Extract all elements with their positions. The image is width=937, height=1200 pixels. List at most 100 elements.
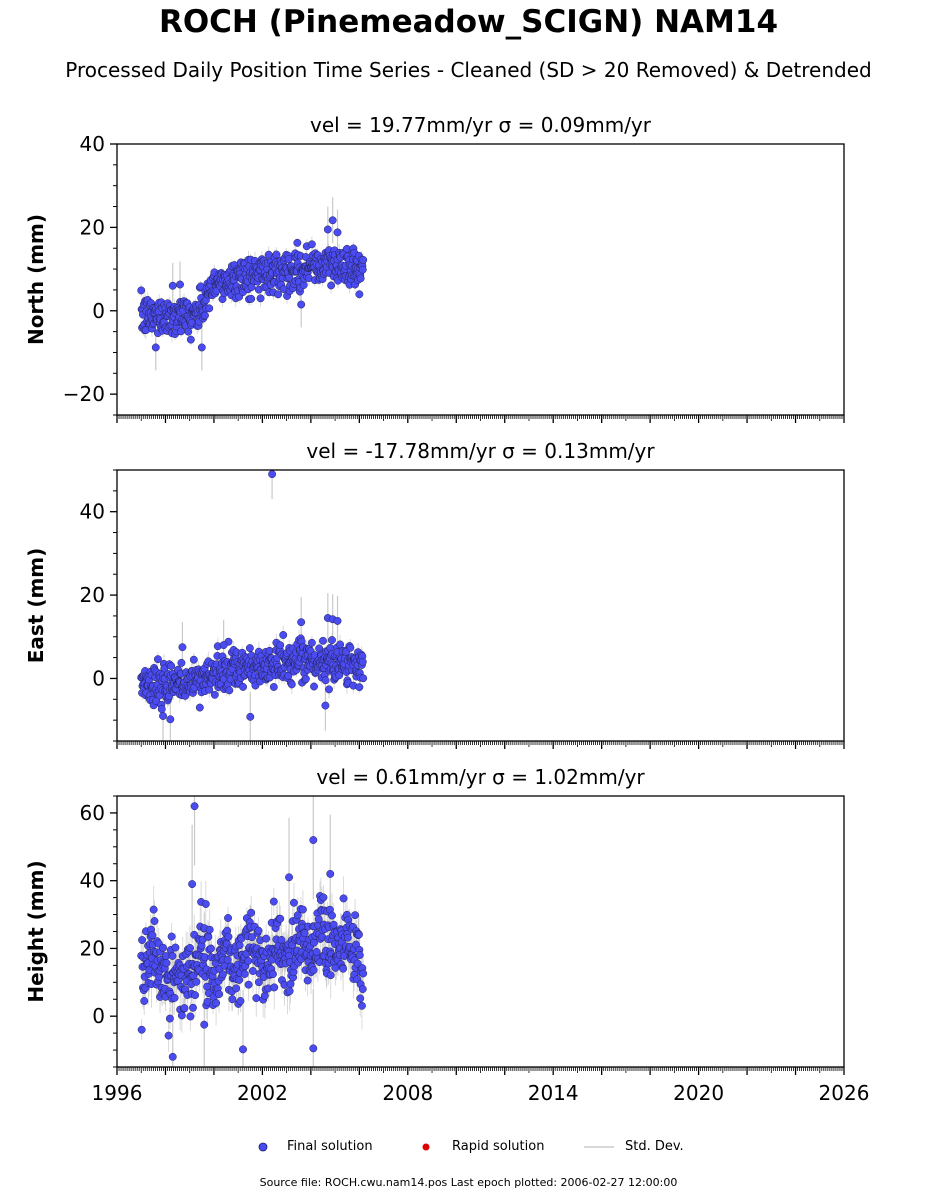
final-point — [354, 930, 363, 939]
y-axis-label: Height (mm) — [24, 860, 48, 1002]
final-point — [186, 944, 194, 952]
final-solution-points — [137, 470, 368, 724]
final-point — [314, 915, 323, 924]
panel-title: vel = 0.61mm/yr σ = 1.02mm/yr — [316, 765, 645, 789]
final-point — [212, 999, 221, 1007]
final-point — [285, 873, 294, 882]
final-point — [319, 893, 328, 902]
final-point — [245, 644, 254, 653]
final-point — [239, 682, 247, 691]
y-tick-label: 0 — [92, 1004, 105, 1028]
y-tick-label: 40 — [80, 132, 105, 156]
final-point — [150, 917, 159, 925]
panel-height: vel = 0.61mm/yr σ = 1.02mm/yr Height (mm)… — [24, 765, 869, 1105]
y-axis-label: East (mm) — [24, 548, 48, 664]
final-point — [232, 984, 241, 993]
y-tick-label: −20 — [63, 382, 105, 406]
final-point — [225, 686, 234, 695]
y-tick-label: 40 — [80, 869, 105, 893]
final-point — [165, 1014, 174, 1023]
final-point — [307, 240, 316, 249]
final-point — [323, 225, 332, 234]
data-layer — [137, 197, 368, 371]
final-point — [178, 643, 187, 652]
final-point — [276, 914, 285, 923]
final-point — [137, 1025, 146, 1034]
final-point — [309, 1044, 318, 1053]
final-point — [157, 705, 166, 714]
final-point — [333, 228, 342, 237]
final-point — [248, 933, 256, 942]
final-point — [287, 680, 296, 689]
final-point — [297, 300, 306, 309]
final-point — [204, 932, 213, 941]
final-point — [339, 964, 348, 973]
final-point — [170, 993, 179, 1002]
final-point — [321, 676, 330, 685]
final-point — [192, 977, 201, 986]
final-point — [236, 997, 245, 1005]
final-point — [254, 926, 263, 935]
final-point — [355, 683, 364, 692]
final-point — [358, 265, 367, 274]
rapid-marker-icon — [422, 1143, 430, 1151]
page-title: ROCH (Pinemeadow_SCIGN) NAM14 — [158, 4, 779, 40]
final-point — [189, 1003, 197, 1012]
final-point — [191, 991, 200, 1000]
final-point — [205, 925, 214, 934]
final-point — [309, 836, 318, 844]
final-point — [240, 970, 249, 978]
final-point — [355, 951, 364, 960]
final-point — [159, 943, 167, 952]
final-point — [184, 327, 193, 336]
final-point — [247, 294, 256, 303]
final-point — [151, 343, 160, 352]
final-point — [358, 985, 367, 994]
final-point — [310, 938, 318, 947]
final-point — [359, 255, 368, 264]
final-point — [167, 932, 176, 941]
final-point — [268, 470, 277, 479]
final-point — [168, 281, 177, 290]
final-point — [254, 978, 263, 987]
final-point — [190, 802, 199, 811]
final-point — [201, 311, 209, 320]
final-point — [180, 1004, 189, 1013]
std-dev-bars — [140, 470, 364, 741]
panel-title: vel = -17.78mm/yr σ = 0.13mm/yr — [306, 439, 655, 463]
final-point — [167, 662, 176, 670]
final-point — [321, 701, 330, 710]
page-subtitle: Processed Daily Position Time Series - C… — [65, 58, 872, 82]
final-point — [301, 674, 310, 683]
legend-final-label: Final solution — [287, 1139, 373, 1154]
legend-sd-label: Std. Dev. — [625, 1139, 684, 1154]
x-tick-label: 2008 — [382, 1081, 433, 1105]
final-point — [177, 1011, 186, 1020]
final-point — [293, 911, 302, 920]
final-point — [309, 966, 318, 975]
axes-frame — [116, 469, 845, 742]
final-point — [303, 976, 312, 985]
final-point — [298, 905, 307, 914]
y-tick-label: 0 — [92, 299, 105, 323]
final-point — [248, 967, 257, 975]
final-point — [171, 943, 180, 952]
final-point — [197, 343, 206, 352]
x-tick-label: 2014 — [528, 1081, 579, 1105]
final-point — [246, 712, 255, 721]
final-point — [244, 980, 253, 989]
final-point — [310, 682, 318, 691]
data-layer — [137, 470, 368, 741]
final-point — [177, 658, 186, 667]
final-point — [277, 935, 286, 944]
final-point — [195, 703, 204, 712]
final-point — [270, 983, 279, 992]
final-point — [269, 970, 277, 979]
final-point — [201, 900, 210, 908]
final-point — [356, 274, 365, 283]
final-point — [215, 990, 224, 999]
final-solution-points — [137, 216, 368, 352]
final-point — [210, 690, 219, 699]
final-point — [235, 975, 244, 984]
